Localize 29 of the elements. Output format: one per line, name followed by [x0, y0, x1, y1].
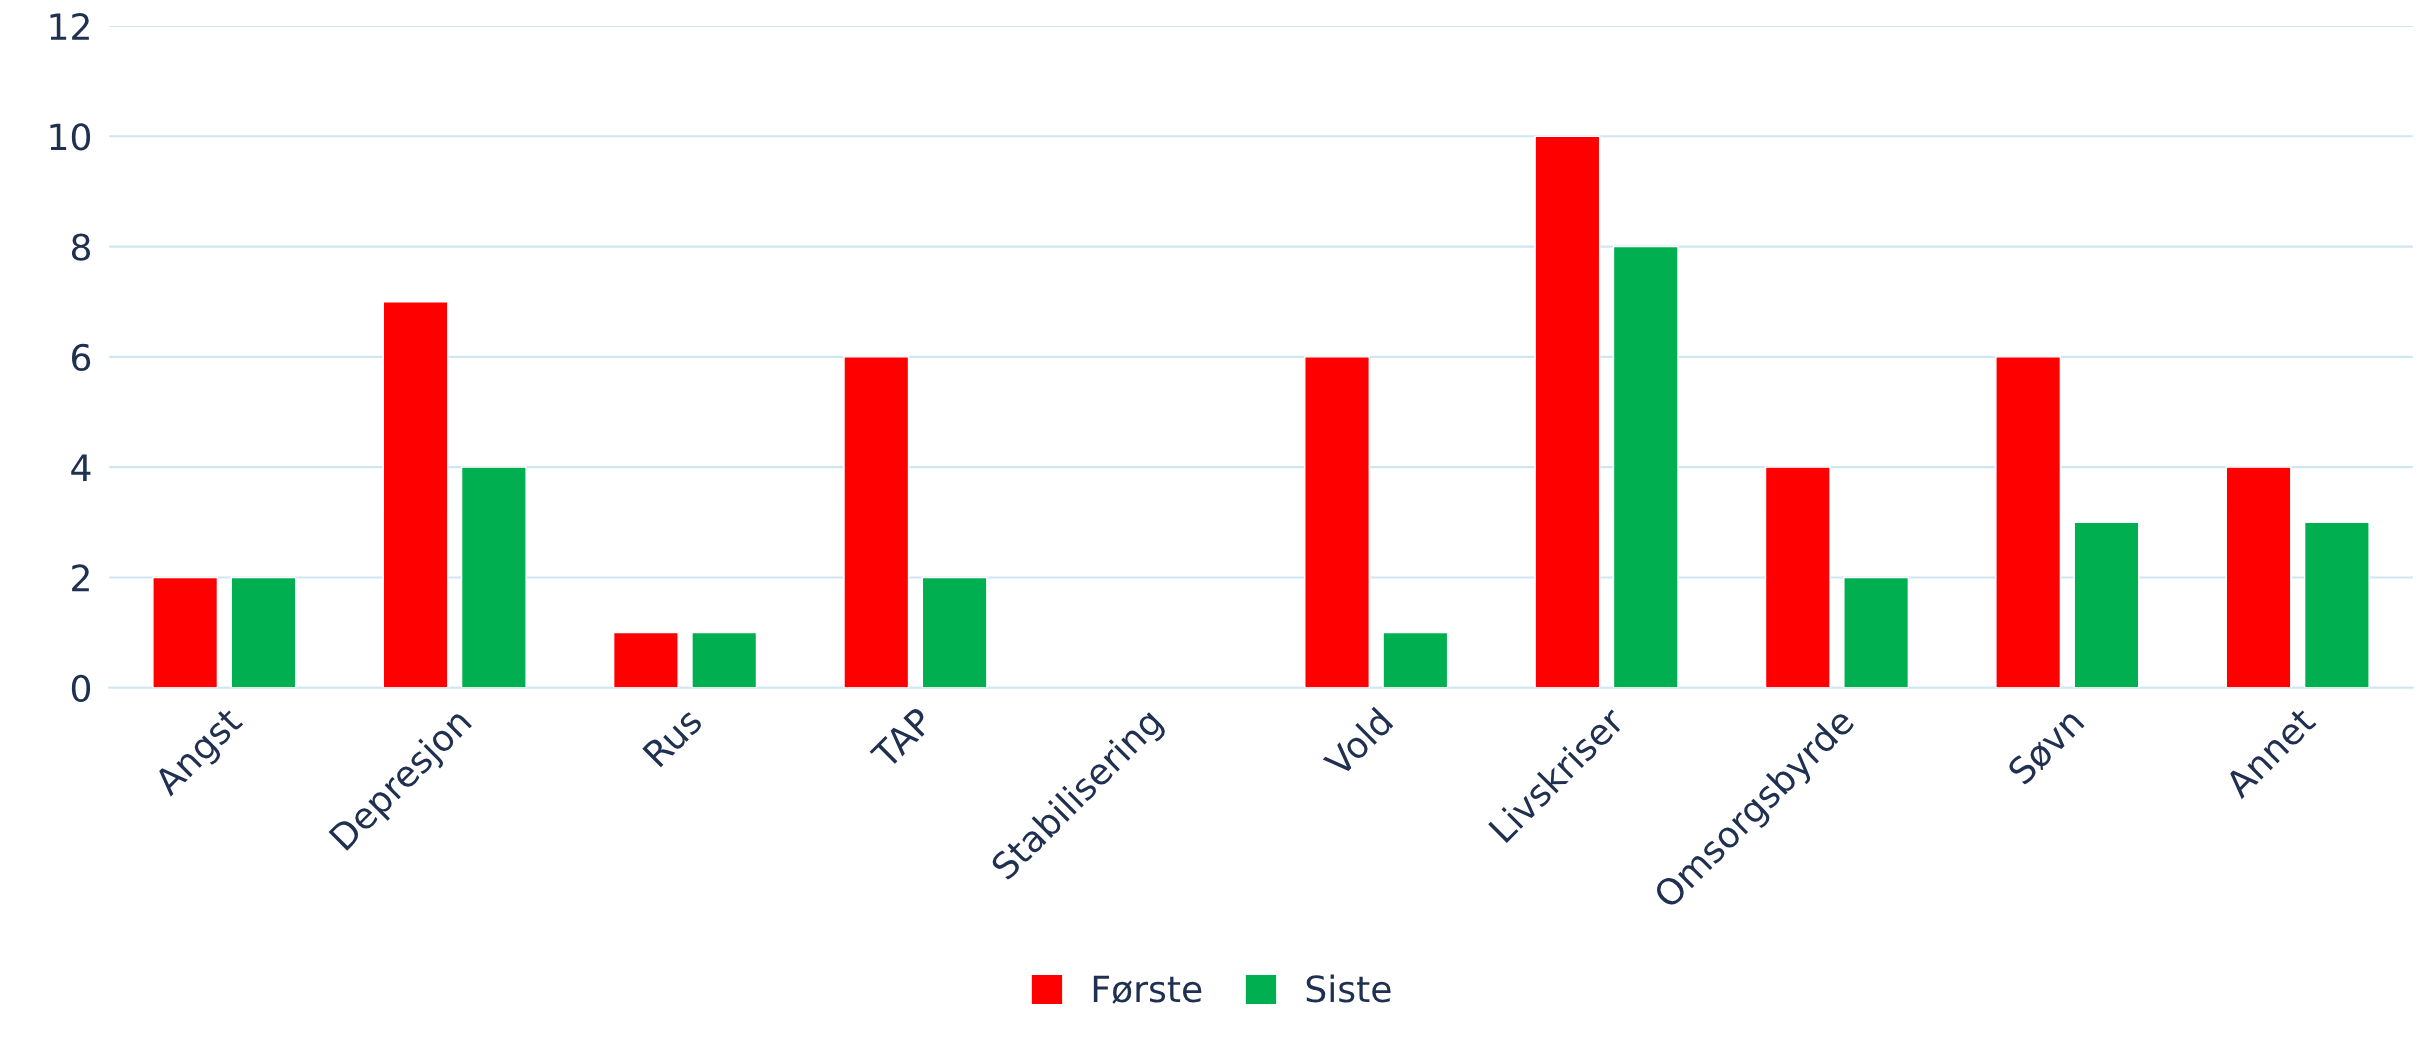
x-tick-label: Rus: [642, 706, 704, 768]
bar: [1764, 466, 1831, 688]
y-tick-label: 6: [72, 343, 91, 372]
y-tick-label: 12: [50, 12, 89, 40]
x-tick-label: TAP: [869, 706, 934, 771]
y-tick-label: 2: [72, 564, 89, 592]
bar: [1843, 576, 1910, 688]
y-tick-label: 8: [71, 233, 90, 261]
legend-label: Første: [1093, 975, 1202, 1004]
bar: [1995, 356, 2062, 688]
bar: [843, 356, 910, 688]
bar: [2073, 521, 2140, 688]
bar: [382, 301, 449, 688]
y-tick-label: 10: [50, 123, 91, 151]
bar: [152, 576, 219, 688]
bar: [612, 631, 679, 688]
bar: [230, 576, 297, 688]
bar: [1304, 356, 1370, 688]
bar: [691, 631, 758, 688]
y-tick-label: 0: [71, 674, 91, 702]
bar: [1534, 135, 1601, 688]
bar: [460, 466, 527, 688]
bar: [2303, 521, 2370, 688]
bar: [921, 576, 988, 688]
y-tick-label: 4: [71, 454, 91, 481]
legend-label: Siste: [1306, 974, 1391, 1003]
bar: [1382, 631, 1449, 688]
bar: [1612, 245, 1679, 688]
bar: [2225, 466, 2292, 688]
